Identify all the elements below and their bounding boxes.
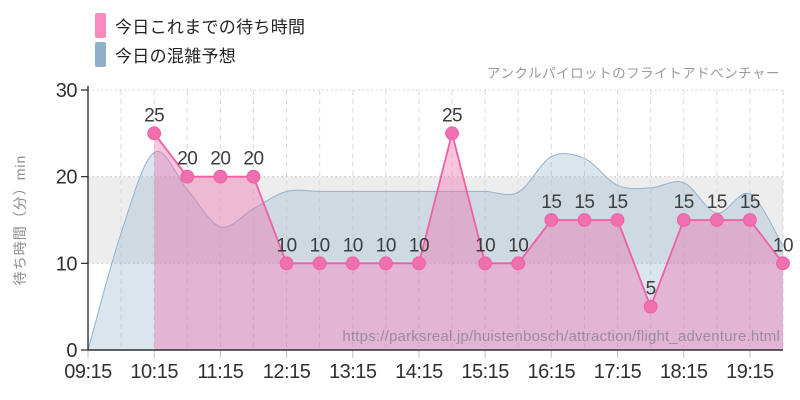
data-point-marker[interactable] <box>709 213 724 227</box>
data-point-marker[interactable] <box>312 256 327 271</box>
data-points: 25 20 20 20 10 10 10 10 10 25 10 10 15 15 15 5 15 15 15 10 <box>144 105 794 314</box>
x-axis-label: 13:15 <box>329 361 377 383</box>
data-label: 25 <box>144 105 164 126</box>
axes <box>81 86 783 358</box>
data-label: 15 <box>607 192 627 213</box>
y-axis-label: 0 <box>66 340 77 362</box>
forecast-area <box>88 151 783 350</box>
data-label: 15 <box>740 192 760 213</box>
watermark-url: https://parksreal.jp/huistenbosch/attrac… <box>342 328 780 345</box>
wait-time-line <box>153 132 784 310</box>
data-point-marker[interactable] <box>478 256 493 271</box>
data-point-marker[interactable] <box>147 126 162 141</box>
forecast-line <box>87 150 784 351</box>
y-axis-label: 20 <box>56 167 78 189</box>
data-point-marker[interactable] <box>544 213 559 227</box>
data-point-marker[interactable] <box>246 169 261 184</box>
x-axis-label: 14:15 <box>395 361 443 383</box>
data-point-marker[interactable] <box>412 256 426 271</box>
data-point-marker[interactable] <box>345 256 360 271</box>
data-label: 20 <box>210 149 230 170</box>
x-axis-label: 09:15 <box>64 361 112 383</box>
data-point-marker[interactable] <box>676 213 691 227</box>
chart-legend: 今日これまでの待ち時間 今日の混雑予想 <box>95 13 305 67</box>
data-point-marker[interactable] <box>445 126 459 141</box>
data-label: 25 <box>442 105 462 126</box>
data-point-marker[interactable] <box>577 213 592 227</box>
attraction-title: アンクルパイロットのフライトアドベンチャー <box>487 66 780 81</box>
wait-time-area <box>154 133 783 350</box>
data-point-marker[interactable] <box>180 169 195 184</box>
data-point-marker[interactable] <box>511 256 526 271</box>
data-label: 15 <box>574 192 594 213</box>
data-label: 10 <box>277 235 297 256</box>
legend-swatch-forecast <box>95 42 106 67</box>
data-label: 15 <box>541 192 561 213</box>
x-axis-label: 11:15 <box>197 361 243 383</box>
x-axis-label: 18:15 <box>660 361 708 383</box>
legend-swatch-actual <box>95 13 106 38</box>
data-point-marker[interactable] <box>213 169 228 184</box>
horizontal-gridlines <box>88 89 783 264</box>
x-axis-label: 17:15 <box>594 361 642 383</box>
data-point-marker[interactable] <box>378 256 393 271</box>
data-point-marker[interactable] <box>610 213 625 227</box>
data-point-marker[interactable] <box>776 256 790 271</box>
data-label: 10 <box>773 235 793 256</box>
data-label: 10 <box>343 235 363 256</box>
x-axis-label: 12:15 <box>263 361 311 383</box>
data-label: 5 <box>646 279 656 300</box>
legend-label-forecast: 今日の混雑予想 <box>115 47 237 66</box>
data-label: 10 <box>409 235 429 256</box>
data-label: 15 <box>707 192 727 213</box>
x-axis-label: 10:15 <box>130 361 178 383</box>
data-point-marker[interactable] <box>743 213 757 227</box>
x-axis-label: 19:15 <box>726 361 774 383</box>
data-label: 15 <box>674 192 694 213</box>
data-label: 10 <box>475 235 495 256</box>
data-point-marker[interactable] <box>643 299 658 314</box>
legend-label-actual: 今日これまでの待ち時間 <box>115 18 306 37</box>
x-axis-label: 15:15 <box>461 361 509 383</box>
data-label: 10 <box>376 235 396 256</box>
data-label: 20 <box>177 149 197 170</box>
data-point-marker[interactable] <box>279 256 294 271</box>
x-axis-label: 16:15 <box>528 361 576 383</box>
axis-labels: 09:15 10:15 11:15 12:15 13:15 14:15 15:15 16:15… <box>56 80 775 383</box>
legend-item-actual[interactable]: 今日これまでの待ち時間 <box>95 13 305 38</box>
y-axis-label: 30 <box>56 80 78 102</box>
legend-item-forecast[interactable]: 今日の混雑予想 <box>95 42 305 67</box>
data-label: 10 <box>508 235 528 256</box>
data-label: 20 <box>243 149 263 170</box>
y-axis-label: 10 <box>56 253 78 275</box>
data-label: 10 <box>310 235 330 256</box>
